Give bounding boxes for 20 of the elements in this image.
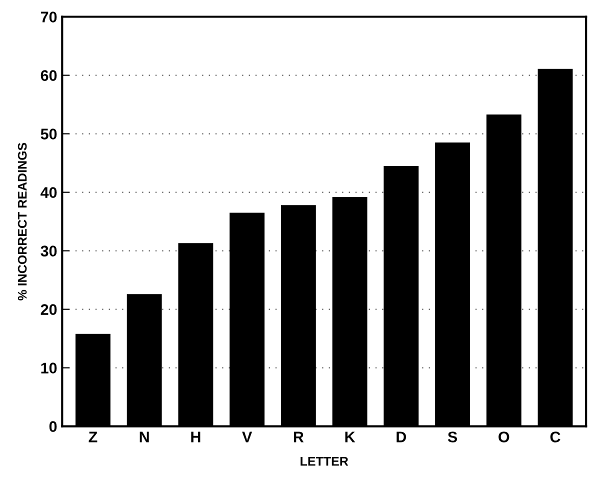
- x-tick-label: N: [140, 432, 149, 442]
- y-tick-label: 20: [40, 304, 57, 315]
- x-tick-label: V: [242, 432, 252, 442]
- x-axis-title: LETTER: [300, 456, 348, 466]
- y-tick-label: 40: [40, 187, 57, 198]
- x-tick-label: C: [550, 432, 560, 442]
- x-tick-label: R: [294, 432, 304, 442]
- y-tick-label: 30: [40, 246, 57, 256]
- x-tick-label: K: [345, 432, 356, 442]
- y-axis-title: % INCORRECT READINGS: [18, 142, 27, 300]
- x-tick-label: Z: [88, 432, 98, 442]
- y-tick-label: 10: [41, 362, 57, 374]
- y-tick-label: 0: [49, 421, 57, 432]
- x-tick-label: D: [396, 432, 406, 442]
- y-tick-label: 50: [40, 128, 57, 140]
- y-tick-label: 60: [40, 70, 57, 81]
- x-tick-label: O: [498, 432, 510, 442]
- x-tick-label: S: [448, 432, 458, 442]
- y-tick-label: 70: [40, 12, 57, 22]
- x-tick-label: H: [191, 432, 200, 442]
